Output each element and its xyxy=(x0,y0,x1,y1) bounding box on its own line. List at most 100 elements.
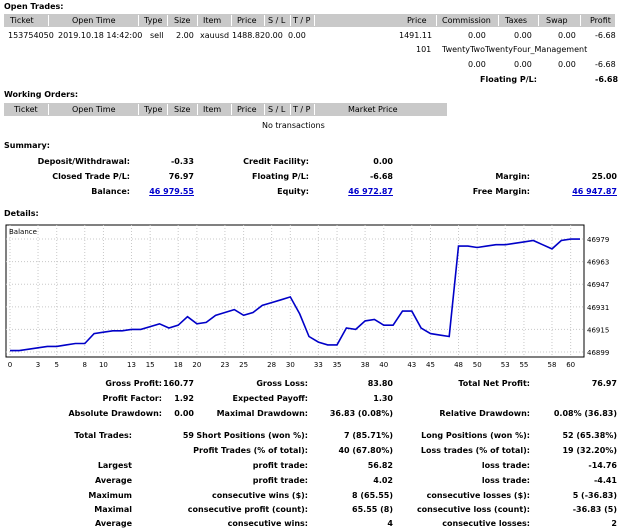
profit-trades-value: 40 (67.80%) xyxy=(338,446,393,455)
subtotal-taxes: 0.00 xyxy=(514,60,532,69)
short-positions-label: Short Positions (won %): xyxy=(196,431,308,440)
trade-comment: TwentyTwoTwentyFour_Management xyxy=(442,45,587,54)
equity-link[interactable]: 46 972.87 xyxy=(348,187,393,196)
total-trades-value: 59 xyxy=(183,431,194,440)
balance-chart: 0 3 5 8 10 13 15 18 20 23 25 28 30 33 35 38 40 43 45 48 50 53… xyxy=(0,222,625,372)
largest-profit-label: profit trade: xyxy=(253,461,308,470)
x-tick-label: 23 xyxy=(220,361,229,369)
open-trades-header: Ticket Open Time Type Size Item Price S … xyxy=(4,14,615,27)
avg-cons-losses-label: consecutive losses: xyxy=(442,519,530,528)
floating-pl-label: Floating P/L: xyxy=(480,75,537,84)
expected-payoff-value: 1.30 xyxy=(373,394,393,403)
max-cons-wins-value: 8 (65.55) xyxy=(352,491,393,500)
maximal-profit-value: 65.55 (8) xyxy=(352,505,393,514)
x-tick-label: 55 xyxy=(519,361,528,369)
rel-drawdown-label: Relative Drawdown: xyxy=(439,409,530,418)
credit-label: Credit Facility: xyxy=(243,157,309,166)
x-tick-label: 5 xyxy=(54,361,58,369)
trade-commission: 0.00 xyxy=(468,31,486,40)
balance-label: Balance: xyxy=(91,187,130,196)
wo-col-item: Item xyxy=(203,105,221,114)
avg-profit-value: 4.02 xyxy=(373,476,393,485)
x-tick-label: 30 xyxy=(286,361,295,369)
maximal-loss-label: consecutive loss (count): xyxy=(417,505,530,514)
subtotal-profit: -6.68 xyxy=(595,60,616,69)
y-tick-label: 46915 xyxy=(587,326,609,334)
loss-trades-label: Loss trades (% of total): xyxy=(421,446,530,455)
x-tick-label: 0 xyxy=(8,361,12,369)
wo-col-tp: T / P xyxy=(293,105,311,114)
avg-profit-label: profit trade: xyxy=(253,476,308,485)
trade-swap: 0.00 xyxy=(558,31,576,40)
maximal-loss-value: -36.83 (5) xyxy=(573,505,617,514)
maximal-label: Maximal xyxy=(94,505,132,514)
largest-loss-label: loss trade: xyxy=(482,461,530,470)
maximum-label: Maximum xyxy=(88,491,132,500)
gross-profit-label: Gross Profit: xyxy=(105,379,162,388)
open-trades-title: Open Trades: xyxy=(4,2,63,11)
wo-col-type: Type xyxy=(144,105,162,114)
largest-profit-value: 56.82 xyxy=(368,461,393,470)
max-cons-wins-label: consecutive wins ($): xyxy=(212,491,308,500)
col-open-time: Open Time xyxy=(72,16,116,25)
free-margin-link[interactable]: 46 947.87 xyxy=(572,187,617,196)
subtotal-swap: 0.00 xyxy=(558,60,576,69)
free-margin-label: Free Margin: xyxy=(473,187,530,196)
abs-drawdown-label: Absolute Drawdown: xyxy=(68,409,162,418)
avg-cons-wins-value: 4 xyxy=(387,519,393,528)
wo-col-size: Size xyxy=(174,105,190,114)
summary-title: Summary: xyxy=(4,141,50,150)
average-label: Average xyxy=(95,476,132,485)
total-trades-label: Total Trades: xyxy=(74,431,132,440)
equity-label: Equity: xyxy=(277,187,309,196)
y-tick-label: 46979 xyxy=(587,236,609,244)
working-orders-header: Ticket Open Time Type Size Item Price S … xyxy=(4,103,447,116)
largest-loss-value: -14.76 xyxy=(588,461,617,470)
closed-pl-value: 76.97 xyxy=(169,172,194,181)
expected-payoff-label: Expected Payoff: xyxy=(233,394,308,403)
wo-col-sl: S / L xyxy=(268,105,285,114)
gross-loss-value: 83.80 xyxy=(368,379,393,388)
col-taxes: Taxes xyxy=(505,16,527,25)
avg-loss-label: loss trade: xyxy=(482,476,530,485)
floating-pl-value: -6.68 xyxy=(595,75,618,84)
long-positions-value: 52 (65.38%) xyxy=(562,431,617,440)
x-tick-label: 13 xyxy=(127,361,136,369)
x-tick-label: 10 xyxy=(99,361,108,369)
x-tick-label: 8 xyxy=(83,361,87,369)
col-item: Item xyxy=(203,16,221,25)
max-cons-losses-label: consecutive losses ($): xyxy=(427,491,530,500)
rel-drawdown-value: 0.08% (36.83) xyxy=(554,409,617,418)
closed-pl-label: Closed Trade P/L: xyxy=(52,172,130,181)
avg-cons-losses-value: 2 xyxy=(611,519,617,528)
trade-sl: 0.00 xyxy=(265,31,283,40)
deposit-label: Deposit/Withdrawal: xyxy=(38,157,130,166)
col-price2: Price xyxy=(407,16,427,25)
margin-value: 25.00 xyxy=(592,172,617,181)
col-swap: Swap xyxy=(546,16,568,25)
balance-link[interactable]: 46 979.55 xyxy=(149,187,194,196)
trade-tp: 0.00 xyxy=(288,31,306,40)
col-price: Price xyxy=(237,16,257,25)
wo-col-market-price: Market Price xyxy=(348,105,398,114)
trade-profit: -6.68 xyxy=(595,31,616,40)
profit-trades-label: Profit Trades (% of total): xyxy=(193,446,308,455)
details-title: Details: xyxy=(4,209,39,218)
trade-open-time: 2019.10.18 14:42:00 xyxy=(58,31,142,40)
working-orders-title: Working Orders: xyxy=(4,90,78,99)
trade-type: sell xyxy=(150,31,164,40)
wo-col-open-time: Open Time xyxy=(72,105,116,114)
x-tick-label: 35 xyxy=(333,361,342,369)
col-type: Type xyxy=(144,16,162,25)
deposit-value: -0.33 xyxy=(171,157,194,166)
trade-price2: 1491.11 xyxy=(399,31,432,40)
x-tick-label: 33 xyxy=(314,361,323,369)
total-net-value: 76.97 xyxy=(592,379,617,388)
trade-item: xauusd xyxy=(200,31,229,40)
y-tick-label: 46931 xyxy=(587,304,609,312)
x-tick-label: 45 xyxy=(426,361,435,369)
avg-loss-value: -4.41 xyxy=(594,476,617,485)
x-tick-label: 50 xyxy=(473,361,482,369)
x-tick-label: 53 xyxy=(501,361,510,369)
col-tp: T / P xyxy=(293,16,311,25)
